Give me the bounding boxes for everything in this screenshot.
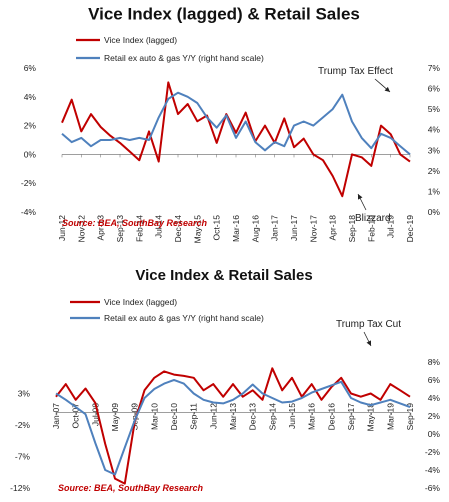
x-tick-label: Dec-14: [173, 215, 183, 243]
x-tick-label: Mar-16: [307, 403, 317, 430]
x-tick-label: Jul-08: [90, 403, 100, 426]
series-line-vice-index: [55, 367, 411, 485]
x-tick-label: Dec-16: [326, 403, 336, 431]
series-line-retail-sales: [61, 91, 411, 156]
x-tick-label: Mar-13: [228, 403, 238, 430]
x-tick-label: Apr-18: [328, 215, 338, 241]
source-note: Source: BEA, SouthBay Research: [62, 218, 208, 228]
annotation-label-1: Trump Tax Effect: [318, 66, 393, 77]
chart-1-svg: Vice Index (lagged) & Retail Sales Vice I…: [21, 4, 441, 244]
y-right-tick-label: 0%: [428, 429, 441, 439]
y-right-tick-label: 1%: [428, 186, 441, 196]
y-left-tick-label: 6%: [24, 63, 37, 73]
x-tick-label: Jun-12: [57, 215, 67, 241]
legend-label-1: Vice Index (lagged): [104, 35, 177, 45]
x-tick-label: Oct-07: [71, 403, 81, 429]
x-tick-label: Jun-12: [208, 403, 218, 429]
y-left-tick-label: -2%: [15, 420, 31, 430]
y-left-tick-label: 3%: [18, 389, 31, 399]
y-left-tick-label: 0%: [24, 149, 37, 159]
x-tick-label: May-18: [366, 403, 376, 432]
legend-label-1: Vice Index (lagged): [104, 297, 177, 307]
series-line-vice-index: [61, 81, 411, 198]
x-tick-label: Feb-14: [134, 215, 144, 242]
y-left-tick-label: 4%: [24, 92, 37, 102]
x-tick-label: Jun-17: [289, 215, 299, 241]
x-tick-label: Jun-15: [287, 403, 297, 429]
x-tick-label: Dec-19: [405, 215, 415, 243]
x-tick-label: May-15: [192, 215, 202, 244]
x-tick-label: Aug-16: [250, 215, 260, 243]
y-right-tick-label: 6%: [428, 84, 441, 94]
x-tick-label: Mar-10: [149, 403, 159, 430]
y-right-tick-label: -2%: [425, 447, 441, 457]
legend-label-2: Retail ex auto & gas Y/Y (right hand sca…: [104, 313, 264, 323]
x-tick-label: Mar-19: [385, 403, 395, 430]
x-tick-label: Nov-17: [308, 215, 318, 243]
x-tick-label: Sep-17: [346, 403, 356, 431]
x-tick-label: Sep-13: [115, 215, 125, 243]
y-right-tick-label: -6%: [425, 483, 441, 493]
y-right-tick-label: 5%: [428, 104, 441, 114]
x-tick-label: Sep-11: [189, 403, 199, 430]
x-tick-label: Feb-19: [366, 215, 376, 242]
x-tick-label: Nov-12: [76, 215, 86, 243]
annotation-label-1: Trump Tax Cut: [336, 319, 401, 330]
chart-title: Vice Index (lagged) & Retail Sales: [88, 4, 360, 23]
chart-panel-2: Vice Index & Retail Sales Vice Index (lag…: [0, 258, 449, 502]
chart-title: Vice Index & Retail Sales: [135, 267, 312, 284]
x-tick-label: Dec-13: [248, 403, 258, 431]
x-tick-label: Sep-14: [267, 403, 277, 431]
source-note: Source: BEA, SouthBay Research: [58, 483, 204, 493]
y-right-tick-label: 2%: [428, 166, 441, 176]
x-tick-label: Mar-16: [231, 215, 241, 242]
x-tick-label: Dec-10: [169, 403, 179, 431]
annotation-arrowhead-1: [366, 340, 371, 346]
x-tick-label: Jul-19: [386, 215, 396, 238]
series-line-retail-sales: [55, 379, 411, 476]
y-right-tick-label: 7%: [428, 63, 441, 73]
y-left-tick-label: 2%: [24, 121, 37, 131]
y-left-tick-label: -4%: [21, 207, 37, 217]
annotation-arrowhead-1: [384, 86, 390, 92]
y-right-tick-label: 3%: [428, 145, 441, 155]
x-tick-label: Jul-14: [154, 215, 164, 238]
x-tick-label: Jan-07: [51, 403, 61, 429]
y-left-tick-label: -12%: [10, 483, 30, 493]
y-right-tick-label: 4%: [428, 393, 441, 403]
x-tick-label: Apr-13: [96, 215, 106, 241]
y-right-tick-label: 4%: [428, 125, 441, 135]
legend-label-2: Retail ex auto & gas Y/Y (right hand sca…: [104, 53, 264, 63]
x-tick-label: Jan-17: [270, 215, 280, 241]
y-right-tick-label: 8%: [428, 357, 441, 367]
y-right-tick-label: 6%: [428, 375, 441, 385]
x-tick-label: Sep-19: [405, 403, 415, 431]
x-tick-label: Oct-15: [212, 215, 222, 241]
y-right-tick-label: -4%: [425, 465, 441, 475]
x-tick-label: May-09: [110, 403, 120, 432]
y-right-tick-label: 2%: [428, 411, 441, 421]
y-left-tick-label: -2%: [21, 178, 37, 188]
x-tick-label: Sep-09: [130, 403, 140, 431]
chart-2-svg: Vice Index & Retail Sales Vice Index (lag…: [10, 267, 441, 493]
chart-panel-1: Vice Index (lagged) & Retail Sales Vice I…: [0, 0, 449, 245]
x-tick-label: Sep-18: [347, 215, 357, 243]
annotation-label-2: Blizzard: [355, 213, 391, 224]
y-left-tick-label: -7%: [15, 452, 31, 462]
annotation-arrowhead-2: [358, 194, 363, 200]
y-right-tick-label: 0%: [428, 207, 441, 217]
